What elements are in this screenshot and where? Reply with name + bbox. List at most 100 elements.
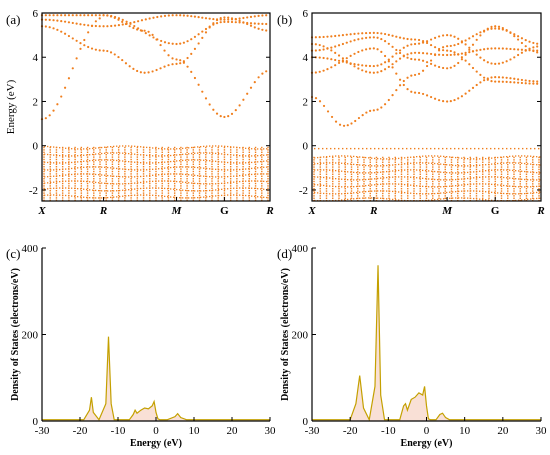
band-point bbox=[117, 187, 120, 190]
band-point bbox=[432, 192, 434, 195]
band-point bbox=[407, 166, 409, 168]
band-point bbox=[404, 183, 406, 186]
band-point bbox=[519, 168, 521, 171]
band-point bbox=[229, 149, 232, 151]
band-point bbox=[450, 147, 452, 150]
band-point bbox=[249, 24, 253, 27]
band-point bbox=[431, 155, 433, 157]
band-point bbox=[111, 185, 114, 187]
band-point bbox=[59, 175, 61, 177]
band-point bbox=[146, 181, 148, 183]
band-point bbox=[395, 199, 397, 201]
band-point bbox=[198, 149, 201, 151]
band-point bbox=[437, 35, 441, 38]
band-point bbox=[494, 183, 496, 185]
band-point bbox=[130, 163, 132, 166]
band-point bbox=[320, 162, 322, 164]
band-point bbox=[261, 151, 263, 154]
band-point bbox=[432, 195, 434, 197]
band-point bbox=[488, 176, 490, 178]
band-point bbox=[201, 36, 204, 39]
band-point bbox=[254, 192, 257, 194]
band-point bbox=[55, 151, 58, 154]
band-point bbox=[167, 197, 170, 199]
band-point bbox=[419, 171, 421, 173]
band-point bbox=[62, 155, 64, 157]
band-point bbox=[227, 161, 229, 164]
band-point bbox=[49, 192, 51, 194]
band-point bbox=[170, 148, 172, 150]
band-point bbox=[107, 152, 109, 154]
band-point bbox=[215, 168, 217, 171]
band-point bbox=[344, 163, 346, 166]
band-point bbox=[191, 159, 193, 161]
band-point bbox=[464, 157, 466, 160]
x-tick-label: 20 bbox=[497, 425, 509, 437]
band-point bbox=[444, 195, 446, 197]
band-point bbox=[467, 157, 469, 160]
band-point bbox=[136, 156, 139, 158]
band-point bbox=[254, 156, 257, 158]
band-point bbox=[323, 169, 325, 171]
band-point bbox=[74, 178, 76, 180]
band-point bbox=[236, 162, 238, 164]
band-point bbox=[192, 197, 195, 199]
band-point bbox=[395, 183, 397, 185]
band-point bbox=[80, 154, 82, 157]
band-point bbox=[152, 187, 154, 189]
band-point bbox=[469, 163, 471, 166]
band-point bbox=[43, 192, 45, 194]
band-point bbox=[49, 197, 51, 199]
y-tick-label: 2 bbox=[303, 96, 309, 108]
band-point bbox=[197, 83, 200, 86]
band-point bbox=[149, 199, 151, 202]
band-point bbox=[119, 195, 121, 198]
band-point bbox=[317, 192, 319, 194]
band-point bbox=[242, 158, 244, 161]
band-point bbox=[227, 18, 230, 21]
band-point bbox=[49, 182, 51, 185]
band-point bbox=[130, 146, 132, 149]
band-point bbox=[401, 163, 403, 165]
band-point bbox=[107, 146, 109, 148]
band-point bbox=[394, 161, 396, 163]
band-point bbox=[203, 175, 205, 177]
band-point bbox=[391, 55, 394, 58]
band-point bbox=[98, 197, 100, 199]
band-point bbox=[106, 25, 109, 28]
band-point bbox=[142, 190, 145, 192]
y-tick-label: 400 bbox=[292, 243, 309, 255]
band-point bbox=[266, 180, 268, 183]
band-point bbox=[105, 180, 107, 182]
band-point bbox=[353, 39, 356, 42]
band-point bbox=[128, 25, 131, 28]
band-point bbox=[452, 191, 454, 193]
band-point bbox=[203, 159, 205, 161]
band-point bbox=[332, 183, 334, 185]
band-point bbox=[357, 67, 360, 70]
band-point bbox=[80, 166, 83, 168]
band-point bbox=[161, 180, 163, 182]
band-point bbox=[363, 185, 365, 187]
band-point bbox=[337, 54, 341, 57]
band-point bbox=[505, 60, 508, 63]
band-point bbox=[464, 59, 467, 62]
band-point bbox=[136, 158, 139, 161]
band-point bbox=[167, 146, 170, 149]
band-point bbox=[205, 166, 207, 168]
band-point bbox=[164, 167, 166, 169]
band-point bbox=[314, 169, 316, 171]
band-point bbox=[49, 146, 51, 149]
band-point bbox=[215, 18, 219, 21]
band-point bbox=[245, 168, 247, 170]
band-point bbox=[155, 163, 157, 166]
band-point bbox=[525, 156, 528, 159]
band-point bbox=[473, 165, 475, 167]
band-point bbox=[332, 187, 334, 190]
band-point bbox=[507, 173, 509, 175]
band-point bbox=[419, 159, 421, 161]
band-point bbox=[140, 162, 142, 164]
band-point bbox=[128, 189, 130, 191]
band-point bbox=[404, 163, 406, 165]
band-point bbox=[332, 193, 334, 195]
